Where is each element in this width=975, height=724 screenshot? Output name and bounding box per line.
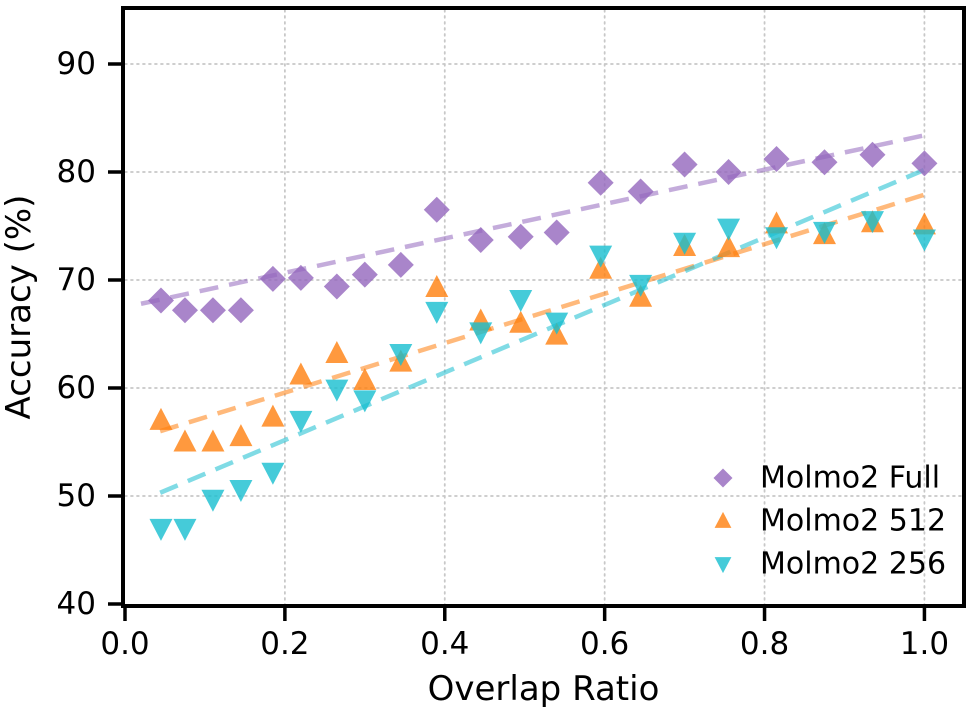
legend-label: Molmo2 Full [760,461,940,496]
data-point [323,273,350,300]
data-point [911,150,938,177]
y-tick-label: 50 [57,478,96,514]
tick-labels: 0.0 0.2 0.4 0.6 0.8 1.0 40 50 60 70 80 90 [57,46,950,662]
data-point [469,322,493,345]
legend-marker-triangle-down-icon [714,557,732,574]
data-point [199,297,226,324]
data-point [717,235,741,258]
data-point [147,287,174,314]
data-point [425,275,449,298]
y-tick-label: 90 [57,46,96,82]
data-point [289,410,313,433]
legend-marker-diamond-icon [713,468,733,488]
plot-border [121,6,966,608]
data-point [259,265,286,292]
data-point [673,232,697,255]
x-tick-label: 0.2 [260,626,309,662]
y-tick-label: 70 [57,262,96,298]
data-point [201,429,225,452]
data-point [289,362,313,385]
legend-item: Molmo2 512 [714,504,946,539]
data-point [589,256,613,279]
x-tick-label: 0.6 [580,626,629,662]
data-point [509,289,533,312]
data-point [912,212,936,235]
y-tick-label: 40 [57,586,96,622]
data-point [325,379,349,402]
data-point [389,343,413,366]
x-tick-label: 0.4 [420,626,469,662]
y-tick-label: 60 [57,370,96,406]
data-point [627,178,654,205]
data-point [671,151,698,178]
data-point [717,218,741,241]
data-point [351,261,378,288]
data-point [812,221,836,244]
data-point [715,159,742,185]
data-point [425,301,449,324]
data-point [387,251,414,278]
data-point [507,223,534,250]
data-point [149,518,173,541]
data-point [629,274,653,297]
data-point [261,462,285,485]
data-point [353,390,377,413]
data-point [229,480,253,503]
data-point [173,429,197,452]
y-tick-label: 80 [57,154,96,190]
data-point [149,407,173,430]
legend-item: Molmo2 256 [714,547,946,582]
legend: Molmo2 Full Molmo2 512 Molmo2 256 [713,461,946,582]
data-point [287,264,314,291]
data-point [912,229,936,252]
legend-marker-triangle-up-icon [714,511,732,528]
data-point [467,227,494,254]
y-axis-label: Accuracy (%) [0,195,39,420]
data-point [860,211,884,234]
legend-label: Molmo2 512 [760,504,946,539]
data-point [811,149,838,176]
data-point [423,196,450,223]
data-point [589,245,613,268]
series-molmo2-512 [149,210,936,452]
data-point [227,297,254,324]
data-point [509,310,533,333]
data-point [765,227,789,250]
legend-item: Molmo2 Full [713,461,940,496]
data-point [201,489,225,512]
series-molmo2-full [147,141,938,324]
ticks [108,62,927,621]
trend-line-molmo2-256 [159,167,926,495]
data-point [543,219,570,246]
data-point [171,297,198,324]
data-point [545,312,569,335]
x-tick-label: 1.0 [900,626,949,662]
series-molmo2-256 [149,211,936,541]
x-tick-label: 0.8 [740,626,789,662]
x-tick-label: 0.0 [100,626,149,662]
data-point [859,141,886,168]
data-point [587,169,614,196]
legend-label: Molmo2 256 [760,547,946,582]
data-point [353,367,377,390]
x-axis-label: Overlap Ratio [428,669,660,709]
trend-line-molmo2-512 [159,192,926,434]
data-point [229,424,253,447]
data-point [173,518,197,541]
data-point [763,146,790,173]
data-point [261,404,285,427]
data-point [325,340,349,363]
